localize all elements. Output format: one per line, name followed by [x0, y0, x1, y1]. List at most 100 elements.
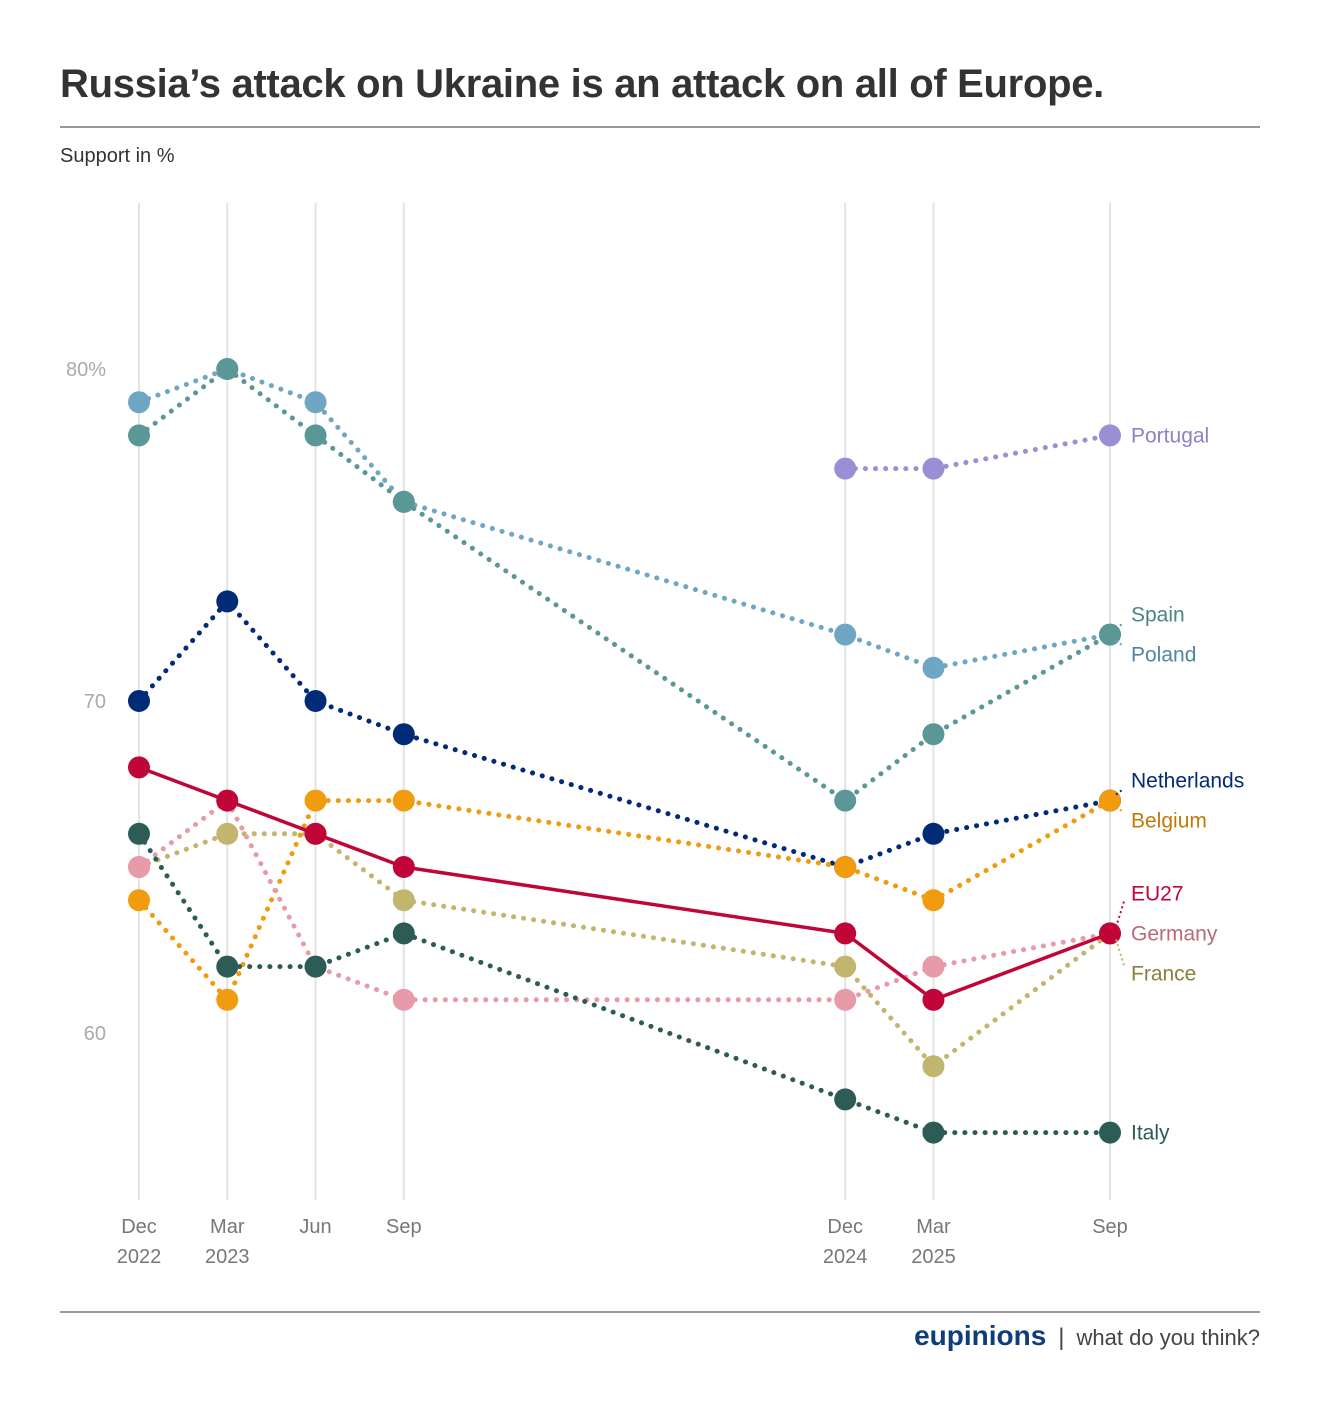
data-point — [392, 988, 415, 1011]
x-tick-year-label: 2024 — [823, 1246, 868, 1268]
data-point — [922, 955, 945, 978]
series-netherlands — [128, 590, 1121, 878]
data-point — [216, 822, 239, 845]
data-point — [128, 424, 150, 447]
data-point — [392, 490, 415, 513]
tagline: what do you think? — [1076, 1325, 1260, 1350]
x-tick-label: Sep — [1092, 1216, 1128, 1238]
data-point — [922, 1055, 945, 1078]
series-label-netherlands: Netherlands — [1131, 770, 1244, 793]
data-point — [216, 358, 239, 380]
series-line — [842, 432, 1113, 472]
data-point — [392, 723, 415, 746]
data-point — [834, 955, 857, 978]
data-point — [834, 457, 857, 480]
label-leader-line — [1115, 787, 1125, 796]
data-point — [922, 457, 945, 480]
y-axis-ticks: 80% 70 60 — [66, 359, 106, 1045]
data-point — [392, 856, 415, 878]
data-point — [922, 988, 945, 1011]
data-point — [1099, 789, 1121, 812]
footer-divider — [60, 1311, 1260, 1313]
data-point — [922, 889, 945, 912]
series-italy — [128, 822, 1121, 1144]
series-label-france: France — [1131, 962, 1196, 985]
data-point — [392, 789, 415, 812]
footer: eupinions | what do you think? — [914, 1320, 1260, 1352]
x-tick-label: Mar — [916, 1216, 951, 1238]
series-portugal — [834, 424, 1121, 480]
data-point — [128, 391, 150, 414]
x-axis-ticks: Dec 2022 Mar 2023 Jun Sep Dec 2024 Mar 2025 Sep — [117, 1216, 1128, 1268]
data-point — [304, 822, 327, 845]
series-layer — [128, 358, 1121, 1144]
x-tick-label: Jun — [299, 1216, 331, 1238]
end-labels: Portugal Spain Poland Netherlands Belgium EU2… — [1115, 424, 1244, 1145]
data-point — [922, 822, 945, 845]
y-tick-label: 60 — [84, 1023, 106, 1045]
data-point — [128, 889, 150, 912]
data-point — [922, 723, 945, 746]
data-point — [216, 988, 239, 1011]
data-point — [1099, 1121, 1121, 1144]
chart-title: Russia’s attack on Ukraine is an attack … — [60, 62, 1104, 106]
data-point — [304, 391, 327, 414]
series-spain — [128, 358, 1121, 812]
x-tick-label: Dec — [827, 1216, 863, 1238]
data-point — [304, 955, 327, 978]
series-france — [128, 822, 1121, 1078]
data-point — [392, 922, 415, 945]
label-leader-line — [1115, 805, 1125, 814]
x-tick-year-label: 2025 — [911, 1246, 956, 1268]
series-label-spain: Spain — [1131, 604, 1185, 627]
data-point — [392, 889, 415, 912]
x-tick-label: Dec — [121, 1216, 157, 1238]
series-belgium — [128, 789, 1121, 1011]
x-tick-year-label: 2022 — [117, 1246, 162, 1268]
series-label-italy: Italy — [1131, 1122, 1170, 1145]
series-eu27 — [128, 756, 1121, 1011]
data-point — [922, 1121, 945, 1144]
x-tick-label: Sep — [386, 1216, 422, 1238]
x-tick-year-label: 2023 — [205, 1246, 250, 1268]
data-point — [216, 789, 239, 812]
series-line — [136, 831, 1113, 1069]
data-point — [834, 623, 857, 646]
series-label-belgium: Belgium — [1131, 810, 1207, 833]
data-point — [834, 988, 857, 1011]
data-point — [128, 822, 150, 845]
series-label-eu27: EU27 — [1131, 882, 1184, 905]
data-point — [834, 1088, 857, 1111]
chart-subtitle: Support in % — [60, 145, 175, 167]
label-leader-line — [1115, 639, 1125, 648]
label-leader-line — [1115, 939, 1125, 966]
grid-layer — [138, 203, 1111, 1200]
series-label-portugal: Portugal — [1131, 424, 1209, 447]
footer-separator: | — [1058, 1324, 1065, 1351]
series-line — [136, 598, 1113, 870]
series-line — [136, 831, 1113, 1136]
line-chart: 80% 70 60 Dec 2022 Mar 2023 Jun Sep Dec 2024 Mar 20… — [66, 203, 1244, 1268]
series-label-germany: Germany — [1131, 922, 1218, 945]
series-line — [136, 366, 1113, 804]
y-tick-label: 80% — [66, 359, 106, 381]
data-point — [304, 690, 327, 712]
data-point — [304, 424, 327, 447]
data-point — [216, 590, 239, 613]
series-line — [137, 765, 1112, 1002]
data-point — [128, 756, 150, 779]
data-point — [216, 955, 239, 978]
label-leader-line — [1115, 901, 1125, 928]
data-point — [1099, 623, 1121, 646]
data-point — [1099, 424, 1121, 447]
data-point — [128, 856, 150, 878]
data-point — [1099, 922, 1121, 945]
data-point — [304, 789, 327, 812]
series-label-poland: Poland — [1131, 644, 1196, 667]
title-divider — [60, 126, 1260, 128]
data-point — [834, 789, 857, 812]
data-point — [128, 690, 150, 712]
x-tick-label: Mar — [210, 1216, 245, 1238]
brand-logo[interactable]: eupinions — [914, 1320, 1047, 1351]
data-point — [922, 656, 945, 679]
